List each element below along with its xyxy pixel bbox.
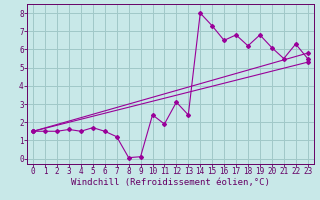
X-axis label: Windchill (Refroidissement éolien,°C): Windchill (Refroidissement éolien,°C) (71, 178, 270, 187)
